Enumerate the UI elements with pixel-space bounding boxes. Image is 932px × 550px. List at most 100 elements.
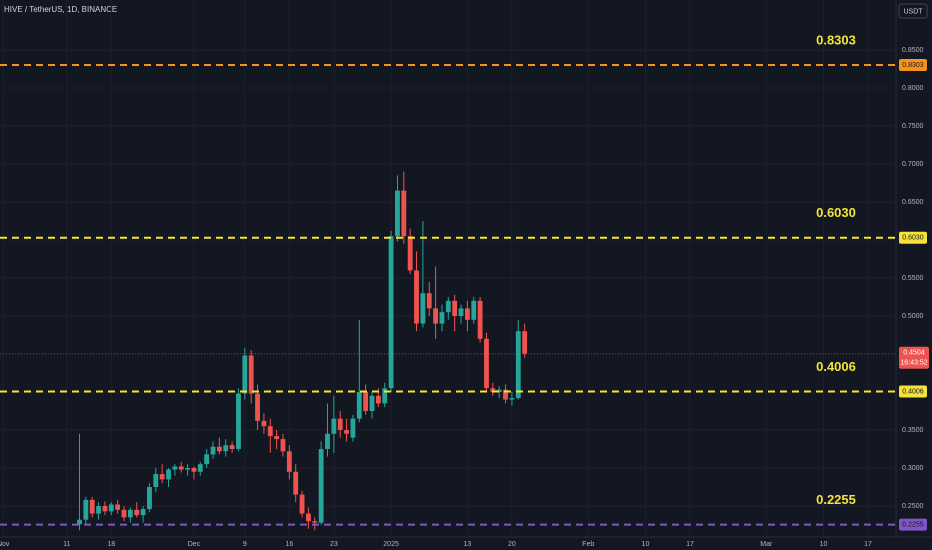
level-tag — [899, 58, 927, 71]
candle-body — [388, 236, 394, 389]
currency[interactable]: USDT — [903, 8, 923, 15]
candle-body — [96, 505, 101, 514]
candle-body — [77, 519, 82, 525]
candle-body — [350, 418, 356, 438]
last-price-tag — [899, 346, 929, 369]
level-tag-label: 0.4006 — [902, 388, 924, 395]
candle-body — [356, 391, 362, 419]
y-tick-label: 0.7000 — [902, 161, 924, 168]
level-annotation: 0.8303 — [816, 32, 856, 47]
y-tick-label: 0.3000 — [902, 465, 924, 472]
y-tick-label: 0.5500 — [902, 275, 924, 282]
candle-body — [363, 391, 369, 411]
candle-body — [375, 395, 381, 404]
x-tick-label: 20 — [508, 541, 516, 548]
candle-body — [261, 420, 267, 427]
candle-body — [191, 467, 197, 472]
y-tick-label: 0.6500 — [902, 199, 924, 206]
candle-body — [407, 236, 413, 271]
candle-body — [185, 467, 191, 470]
candle-body — [280, 439, 286, 452]
candle-body — [433, 308, 439, 324]
candle-body — [420, 293, 426, 324]
candle-body — [471, 300, 477, 320]
candle-body — [331, 418, 337, 434]
candle-body — [344, 429, 349, 434]
candle-body — [414, 270, 419, 324]
level-annotation: 0.6030 — [816, 205, 856, 220]
x-tick-label: 18 — [107, 541, 115, 548]
candle-body — [286, 451, 292, 472]
candle-body — [216, 446, 222, 452]
y-tick-label: 0.8000 — [902, 85, 924, 92]
candle-body — [204, 454, 210, 465]
level-tag-label: 0.6030 — [902, 235, 924, 242]
candle-body — [395, 190, 400, 237]
y-tick-label: 0.8500 — [902, 47, 924, 54]
candle-body — [121, 509, 127, 518]
level-annotation: 0.2255 — [816, 492, 856, 507]
candle-body — [509, 398, 515, 400]
candle-body — [515, 331, 521, 399]
candle-body — [401, 190, 407, 237]
x-tick-label: 23 — [330, 541, 338, 548]
candle-body — [140, 509, 146, 516]
candle-body — [223, 445, 229, 452]
y-tick-label: 0.2500 — [902, 503, 924, 510]
candle-body — [89, 499, 95, 514]
candle-body — [369, 395, 375, 411]
candle-body — [426, 293, 432, 309]
candle-body — [293, 471, 299, 495]
candle-body — [306, 513, 311, 522]
candle-body — [337, 418, 343, 430]
candle-body — [236, 393, 241, 449]
x-tick-label: 10 — [642, 541, 650, 548]
candle-body — [439, 312, 445, 324]
candle-body — [159, 474, 165, 480]
candle-body — [312, 521, 318, 523]
x-tick-label: Nov — [0, 541, 10, 548]
x-tick-label: Feb — [582, 541, 594, 548]
candle-body — [458, 308, 464, 316]
x-tick-label: Mar — [760, 541, 773, 548]
candle-body — [382, 388, 388, 404]
candle-body — [115, 504, 121, 510]
level-annotation: 0.4006 — [816, 359, 856, 374]
candle-body — [197, 464, 203, 472]
y-tick-label: 0.3500 — [902, 427, 924, 434]
candle-body — [484, 338, 489, 389]
level-tag — [899, 385, 927, 398]
candle-body — [248, 355, 254, 394]
y-tick-label: 0.7500 — [902, 123, 924, 130]
candle-body — [108, 504, 114, 512]
candle-body — [127, 509, 133, 518]
candle-body — [490, 388, 496, 392]
candle-body — [255, 393, 260, 421]
level-tag — [899, 518, 927, 531]
candle-body — [178, 466, 184, 470]
currency-box[interactable] — [898, 3, 928, 19]
candle-body — [166, 469, 171, 480]
candle-body — [229, 445, 235, 449]
candle-body — [267, 426, 273, 437]
candle-body — [299, 494, 305, 514]
candle-body — [134, 509, 140, 516]
candle-body — [496, 389, 502, 392]
candle-body — [503, 389, 508, 400]
candle-body — [318, 448, 324, 523]
symbol-title: HIVE / TetherUS, 1D, BINANCE — [4, 5, 117, 14]
level-tag — [899, 231, 927, 244]
countdown-label: 16:43:52 — [900, 360, 927, 367]
x-tick-label: 10 — [820, 541, 828, 548]
level-tag-label: 0.2255 — [902, 521, 924, 528]
x-tick-label: 2025 — [383, 541, 399, 548]
x-tick-label: 17 — [864, 541, 872, 548]
x-tick-label: 16 — [285, 541, 293, 548]
x-tick-label: 13 — [463, 541, 471, 548]
x-tick-label: 9 — [243, 541, 247, 548]
x-tick-label: 17 — [686, 541, 694, 548]
candle-body — [102, 505, 108, 512]
candle-body — [242, 355, 248, 394]
candle-body — [445, 300, 451, 313]
